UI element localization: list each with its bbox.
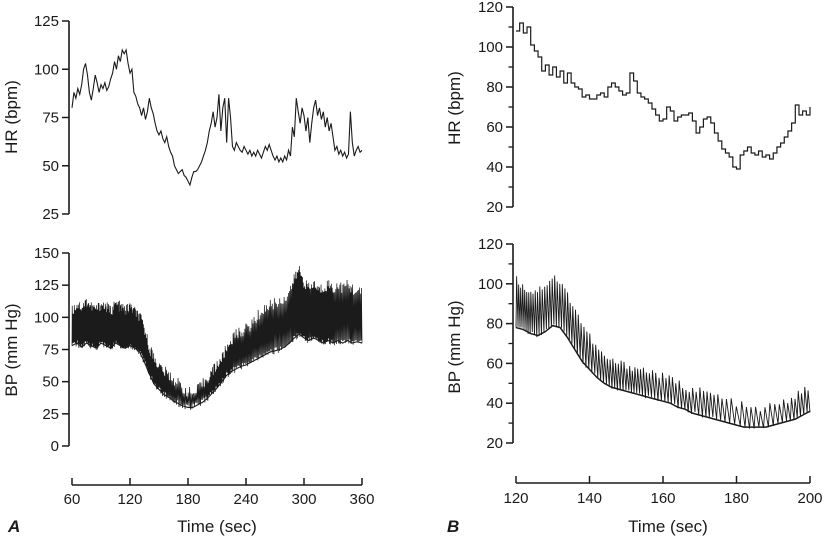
trace-blood-pressure-b-baseline	[515, 324, 811, 428]
x-tick-label-panel-a-bp: 60	[64, 491, 81, 508]
y-tick-label-panel-a-hr: 125	[34, 13, 59, 30]
y-tick-label-panel-a-bp: 100	[34, 309, 59, 326]
x-tick-label-panel-b-bp: 200	[797, 490, 822, 507]
x-tick-label-panel-a-bp: 120	[117, 491, 142, 508]
x-axis-title-b: Time (sec)	[628, 517, 708, 536]
y-tick-label-panel-a-bp: 50	[42, 374, 59, 391]
trace-blood-pressure-a-baseline	[71, 333, 363, 408]
y-axis-title-hr-a: HR (bpm)	[2, 80, 21, 154]
y-tick-label-panel-b-bp: 40	[486, 395, 503, 412]
y-tick-label-panel-a-hr: 50	[42, 158, 59, 175]
y-tick-label-panel-b-hr: 40	[486, 159, 503, 176]
y-tick-label-panel-b-hr: 20	[486, 199, 503, 216]
x-tick-label-panel-b-bp: 160	[650, 490, 675, 507]
y-tick-label-panel-b-hr: 100	[478, 39, 503, 56]
y-tick-label-panel-a-bp: 125	[34, 277, 59, 294]
x-tick-label-panel-b-bp: 120	[503, 490, 528, 507]
panel-label-b: B	[447, 517, 460, 536]
x-tick-label-panel-a-bp: 300	[291, 491, 316, 508]
y-tick-label-panel-a-hr: 100	[34, 61, 59, 78]
y-tick-label-panel-b-hr: 80	[486, 79, 503, 96]
y-axis-title-hr-b: HR (bpm)	[445, 71, 464, 145]
trace-blood-pressure-b-pulses	[515, 275, 811, 429]
trace-heart-rate-b	[516, 22, 811, 170]
y-tick-label-panel-a-bp: 25	[42, 406, 59, 423]
x-tick-label-panel-a-bp: 240	[233, 491, 258, 508]
x-tick-label-panel-b-bp: 140	[577, 490, 602, 507]
x-axis-title-a: Time (sec)	[177, 517, 257, 536]
y-tick-label-panel-b-hr: 120	[478, 0, 503, 16]
x-tick-label-panel-b-bp: 180	[724, 490, 749, 507]
y-tick-label-panel-a-hr: 75	[42, 110, 59, 127]
y-tick-label-panel-b-bp: 100	[478, 276, 503, 293]
y-axis-title-bp-a: BP (mm Hg)	[2, 303, 21, 397]
trace-heart-rate-a	[71, 48, 363, 187]
y-tick-label-panel-a-hr: 25	[42, 206, 59, 223]
y-tick-label-panel-b-bp: 120	[478, 236, 503, 253]
x-tick-label-panel-a-bp: 360	[349, 491, 374, 508]
y-tick-label-panel-b-bp: 60	[486, 355, 503, 372]
trace-blood-pressure-a-pulses	[71, 266, 363, 410]
y-axis-title-bp-b: BP (mm Hg)	[445, 300, 464, 394]
x-tick-label-panel-a-bp: 180	[175, 491, 200, 508]
y-tick-label-panel-b-bp: 20	[486, 435, 503, 452]
y-tick-label-panel-a-bp: 150	[34, 245, 59, 262]
y-tick-label-panel-b-bp: 80	[486, 316, 503, 333]
y-tick-label-panel-a-bp: 0	[51, 438, 59, 455]
panel-label-a: A	[8, 517, 21, 536]
y-tick-label-panel-a-bp: 75	[42, 342, 59, 359]
y-tick-label-panel-b-hr: 60	[486, 119, 503, 136]
